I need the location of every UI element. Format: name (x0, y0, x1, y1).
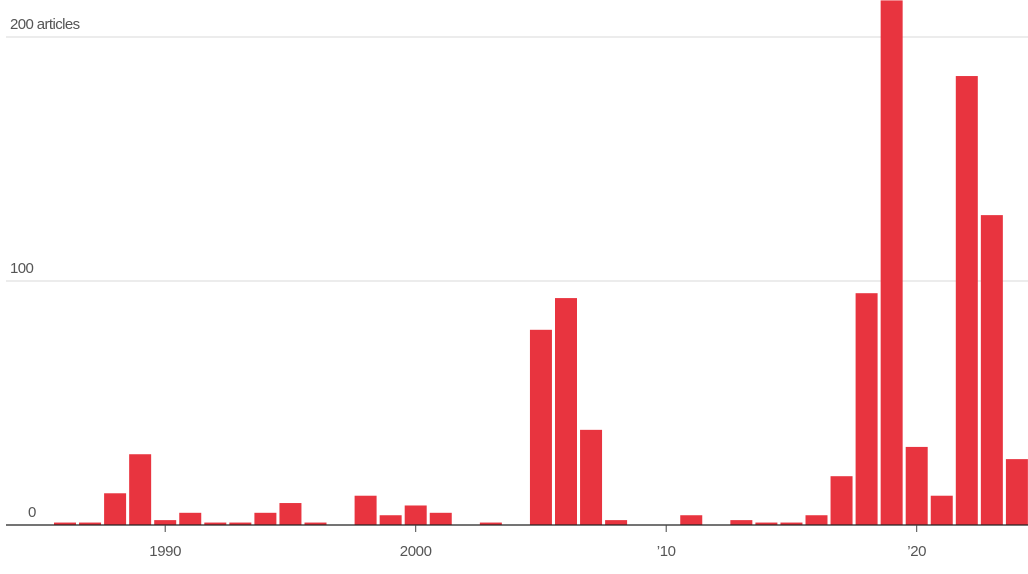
y-axis-labels: 0 100 200 articles (10, 16, 80, 521)
bar-2020 (905, 446, 928, 525)
x-tick-label: ’10 (657, 543, 676, 560)
bars (54, 0, 1028, 525)
bar-1991 (179, 512, 202, 525)
y-tick-label: 100 (10, 260, 33, 277)
bar-2000 (404, 505, 427, 525)
bar-2015 (780, 522, 803, 525)
bar-1990 (154, 520, 177, 525)
bar-2022 (955, 76, 978, 525)
bar-1988 (104, 493, 127, 525)
bar-2007 (580, 429, 603, 525)
bar-1999 (379, 515, 402, 525)
x-tick-label: ’20 (907, 543, 926, 560)
bar-1995 (279, 503, 302, 525)
y-tick-label: 200 articles (10, 16, 80, 33)
bar-1998 (354, 495, 377, 525)
bar-2006 (555, 298, 577, 525)
bar-2017 (830, 476, 853, 525)
bar-2014 (755, 522, 778, 525)
bar-1989 (129, 454, 152, 525)
bar-2011 (680, 515, 703, 525)
bar-1996 (304, 522, 327, 525)
bar-2021 (930, 495, 953, 525)
bar-2013 (730, 520, 753, 525)
bar-2023 (980, 215, 1003, 525)
x-tick-label: 1990 (149, 543, 181, 560)
bar-2018 (855, 293, 878, 525)
bar-2024 (1005, 459, 1028, 525)
bar-2016 (805, 515, 828, 525)
x-axis: 1990 2000 ’10 ’20 (6, 524, 1028, 560)
bar-1987 (79, 522, 102, 525)
x-tick-label: 2000 (400, 543, 432, 560)
bar-2005 (529, 329, 552, 525)
bar-2001 (429, 512, 452, 525)
bar-2003 (479, 522, 502, 525)
y-tick-label: 0 (28, 504, 36, 521)
bar-1994 (254, 512, 277, 525)
gridlines (6, 36, 1028, 282)
bar-1992 (204, 522, 227, 525)
bar-1986 (54, 522, 76, 525)
bar-1993 (229, 522, 252, 525)
bar-2008 (605, 520, 628, 525)
bar-2019 (880, 0, 903, 525)
